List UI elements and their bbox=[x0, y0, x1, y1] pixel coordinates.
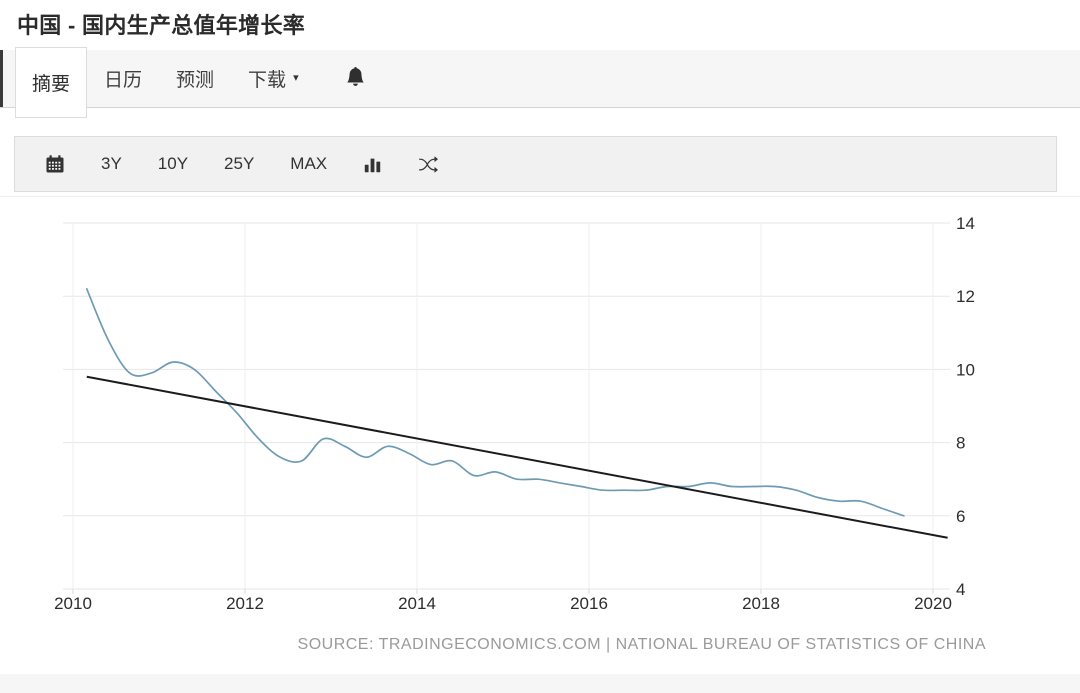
tab-download[interactable]: 下载 ▾ bbox=[231, 50, 316, 107]
tab-download-label: 下载 bbox=[248, 70, 287, 91]
y-tick-label: 6 bbox=[956, 507, 965, 526]
tab-forecast-label: 预测 bbox=[176, 70, 215, 91]
range-10y-button[interactable]: 10Y bbox=[157, 154, 189, 173]
chart-card: 2010 2012 2014 2016 2018 2020 4 6 8 10 12 14 SOURCE:… bbox=[0, 196, 1080, 675]
calendar-icon bbox=[45, 154, 65, 174]
range-max-button[interactable]: MAX bbox=[290, 154, 328, 173]
date-range-button[interactable] bbox=[30, 137, 80, 191]
tab-bar: 摘要 日历 预测 下载 ▾ bbox=[0, 47, 1080, 118]
y-tick-label: 12 bbox=[956, 287, 975, 306]
x-tick-label: 2018 bbox=[742, 594, 780, 613]
x-tick-label: 2014 bbox=[398, 594, 436, 613]
chart-toolbar: 3Y 10Y 25Y MAX bbox=[14, 136, 1057, 192]
x-tick-label: 2010 bbox=[54, 594, 92, 613]
shuffle-icon bbox=[418, 155, 439, 174]
trend-line bbox=[86, 375, 948, 539]
alerts-button[interactable] bbox=[338, 50, 373, 107]
y-tick-label: 10 bbox=[956, 360, 975, 379]
series-line bbox=[85, 288, 905, 517]
bar-chart-icon bbox=[363, 155, 382, 174]
header: 中国 - 国内生产总值年增长率 bbox=[0, 0, 1080, 48]
y-tick-label: 14 bbox=[956, 214, 975, 233]
x-tick-label: 2012 bbox=[226, 594, 264, 613]
source-text: SOURCE: TRADINGECONOMICS.COM | NATIONAL … bbox=[298, 636, 986, 653]
range-25y-button[interactable]: 25Y bbox=[224, 154, 255, 173]
footer-strip bbox=[0, 674, 1080, 693]
tab-forecast[interactable]: 预测 bbox=[159, 50, 231, 107]
range-3y-button[interactable]: 3Y bbox=[101, 154, 122, 173]
tab-calendar-label: 日历 bbox=[104, 70, 143, 91]
chart-type-button[interactable] bbox=[348, 137, 397, 191]
bell-icon bbox=[346, 66, 365, 92]
left-accent-bar bbox=[0, 50, 3, 107]
tab-calendar[interactable]: 日历 bbox=[87, 50, 159, 107]
compare-button[interactable] bbox=[403, 137, 454, 191]
tab-summary-label: 摘要 bbox=[32, 74, 71, 95]
y-tick-label: 4 bbox=[956, 580, 965, 599]
page-title: 中国 - 国内生产总值年增长率 bbox=[17, 13, 306, 38]
x-tick-label: 2020 bbox=[914, 594, 952, 613]
x-tick-label: 2016 bbox=[570, 594, 608, 613]
caret-down-icon: ▾ bbox=[293, 72, 299, 84]
y-tick-label: 8 bbox=[956, 434, 965, 453]
tab-summary[interactable]: 摘要 bbox=[15, 47, 88, 118]
